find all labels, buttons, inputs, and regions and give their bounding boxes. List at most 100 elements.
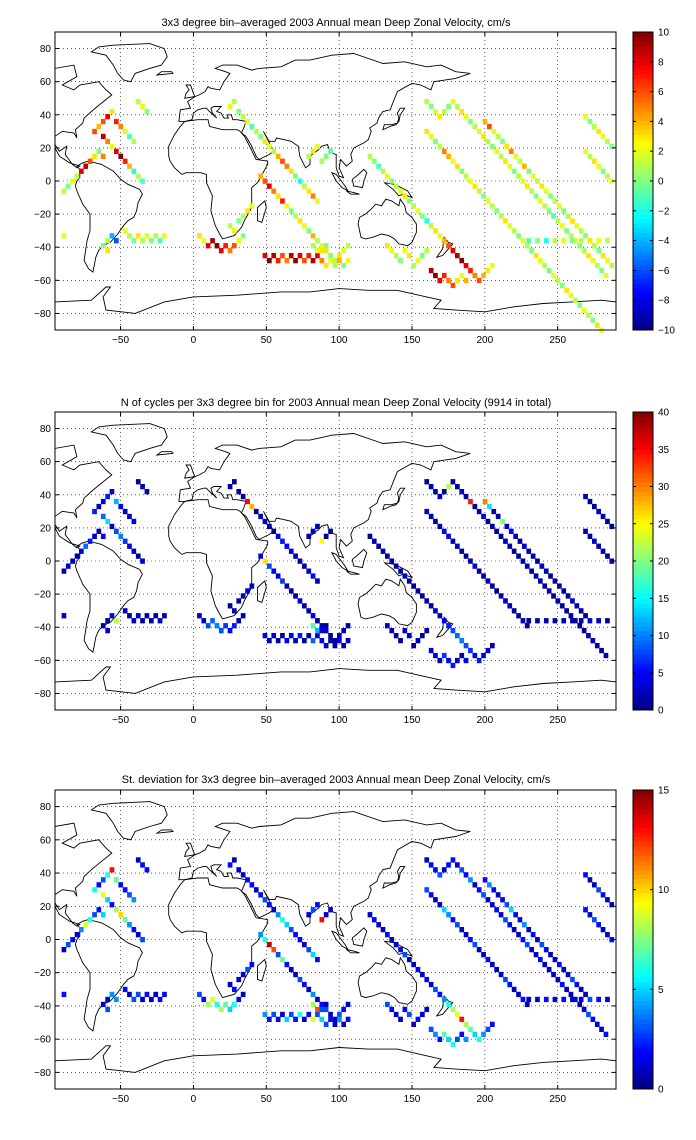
bin-cell <box>472 272 478 279</box>
colorbar-swatch <box>633 700 653 706</box>
bin-cell <box>529 947 534 953</box>
bin-cell <box>262 253 268 259</box>
colorbar-swatch <box>633 588 653 595</box>
bin-cell <box>310 528 316 534</box>
colorbar-swatch <box>633 850 653 856</box>
bin-cell <box>275 153 281 159</box>
colorbar-swatch <box>633 87 653 94</box>
bin-cell <box>135 553 141 559</box>
bin-cell <box>406 956 412 963</box>
colorbar-swatch <box>633 939 653 945</box>
bin-cell <box>275 533 281 539</box>
coastline <box>168 499 269 620</box>
bin-cell <box>157 996 163 1003</box>
bin-cell <box>135 173 141 179</box>
bin-cell <box>481 272 486 279</box>
bin-cell <box>144 613 150 619</box>
bin-cell <box>433 1031 438 1037</box>
bin-cell <box>280 917 285 923</box>
bin-cell <box>398 638 403 644</box>
bin-cell <box>249 583 255 589</box>
bin-cell <box>109 867 115 873</box>
bin-cell <box>297 558 303 564</box>
bin-cell <box>468 937 473 943</box>
bin-cell <box>323 248 329 254</box>
colorbar-swatch <box>633 241 653 247</box>
bin-cell <box>428 603 434 609</box>
bin-cell <box>385 173 390 179</box>
bin-cell <box>472 563 478 569</box>
bin-cell <box>472 123 478 130</box>
bin-cell <box>546 966 552 973</box>
colorbar-swatch <box>633 1037 653 1043</box>
bin-cell <box>529 248 534 254</box>
bin-cell <box>122 917 128 923</box>
bin-cell <box>428 223 434 229</box>
bin-cell <box>223 623 228 629</box>
bin-cell <box>433 272 438 279</box>
bin-cell <box>433 489 438 495</box>
bin-cell <box>596 887 601 893</box>
bin-cell <box>424 857 430 863</box>
bin-cell <box>100 877 106 883</box>
bin-cell <box>105 248 110 254</box>
bin-cell <box>609 937 615 943</box>
bin-cell <box>271 633 277 639</box>
colorbar-swatch <box>633 892 653 898</box>
bin-cell <box>490 643 495 649</box>
bin-cell <box>245 966 250 973</box>
bin-cell <box>337 1011 342 1018</box>
bin-cell <box>232 608 237 614</box>
bin-cell <box>232 228 237 234</box>
bin-cell <box>520 937 526 943</box>
bin-cell <box>105 493 110 500</box>
bin-cell <box>450 1041 456 1047</box>
colorbar-swatch <box>633 686 653 692</box>
bin-cell <box>535 178 540 184</box>
bin-cell <box>114 877 119 883</box>
bin-cell <box>526 618 532 624</box>
bin-cell <box>513 912 518 918</box>
bin-cell <box>262 138 268 145</box>
bin-cell <box>578 608 584 614</box>
colorbar-swatch <box>633 167 653 173</box>
bin-cell <box>345 1001 351 1008</box>
bin-cell <box>592 882 597 888</box>
y-tick-label: 60 <box>40 835 52 846</box>
colorbar-swatch <box>633 250 653 256</box>
bin-cell <box>61 568 67 574</box>
x-tick-label: 200 <box>477 715 494 726</box>
bin-cell <box>524 183 530 189</box>
bin-cell <box>310 573 316 579</box>
colorbar-swatch <box>633 194 653 201</box>
x-tick-label: 0 <box>191 1094 197 1105</box>
bin-cell <box>481 513 486 520</box>
bin-cell <box>542 203 548 209</box>
bin-cell <box>280 578 285 584</box>
bin-cell <box>463 932 469 938</box>
y-tick-label: −40 <box>34 1001 51 1012</box>
bin-cell <box>446 912 451 918</box>
bin-cell <box>500 518 505 525</box>
colorbar-swatch <box>633 621 653 627</box>
bin-cell <box>557 961 562 968</box>
colorbar-swatch <box>633 472 653 478</box>
bin-cell <box>498 213 504 219</box>
bin-cell <box>302 603 307 609</box>
bin-cell <box>508 528 514 534</box>
bin-cell <box>590 638 596 644</box>
bin-cell <box>240 593 246 599</box>
colorbar-swatch <box>633 292 653 298</box>
bin-cell <box>315 956 320 963</box>
bin-cell <box>293 553 298 559</box>
colorbar-swatch <box>633 804 653 810</box>
x-tick-label: 250 <box>549 335 566 346</box>
bin-cell <box>118 882 124 888</box>
bin-cell <box>96 907 102 913</box>
bin-cell <box>280 158 285 164</box>
bin-cell <box>594 322 600 328</box>
colorbar-swatch <box>633 306 653 312</box>
bin-cell <box>258 932 263 938</box>
colorbar-swatch <box>633 1000 653 1006</box>
bin-cell <box>258 133 263 140</box>
